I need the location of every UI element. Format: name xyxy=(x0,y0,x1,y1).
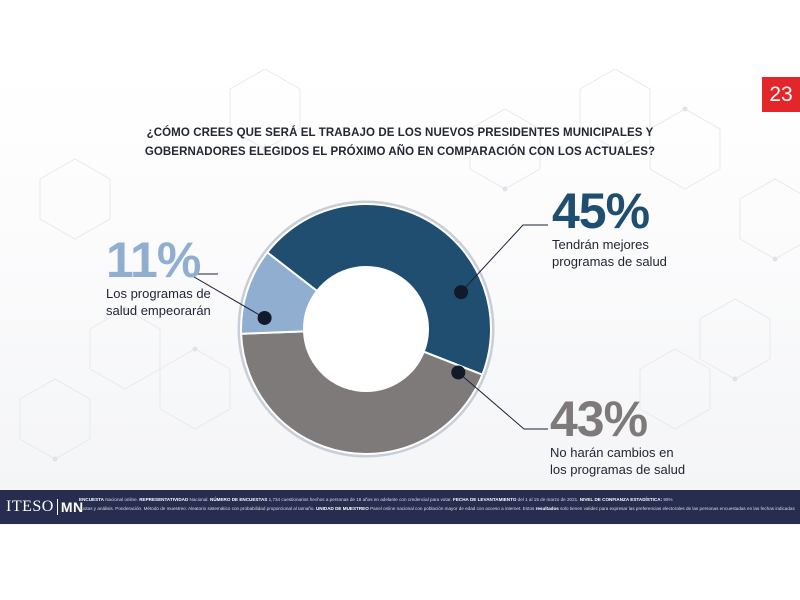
iteso-mn-logo: ITESO MN xyxy=(6,497,84,517)
methodology-key: FECHA DE LEVANTAMIENTO xyxy=(453,497,517,502)
logo-iteso-text: ITESO xyxy=(6,498,54,515)
methodology-key: NIVEL DE CONFIANZA ESTADÍSTICA: xyxy=(579,497,663,502)
donut-chart xyxy=(187,200,548,458)
question-line-1: ¿CÓMO CREES QUE SERÁ EL TRABAJO DE LOS N… xyxy=(146,127,654,139)
leader-line xyxy=(187,273,265,319)
logo-mn-text: MN xyxy=(60,499,84,515)
slice-label-line: No harán cambios en xyxy=(550,445,674,460)
slice-marker-dot xyxy=(257,310,272,325)
methodology-key: NÚMERO DE ENCUESTAS xyxy=(210,497,268,502)
methodology-key: resultados xyxy=(535,506,559,511)
slice-label-line: Tendrán mejores xyxy=(552,237,649,252)
methodology-value: Panel online nacional con población mayo… xyxy=(368,506,536,511)
methodology-value: solo tienen validez para expresar las pr… xyxy=(560,506,795,511)
methodology-value: 1,734 cuestionarios hechos a personas de… xyxy=(267,497,454,502)
slice-percent-label: 45% xyxy=(552,183,650,239)
methodology-value: 95% xyxy=(662,497,673,502)
slice-marker-dot xyxy=(454,285,469,300)
methodology-key: REPRESENTATIVIDAD xyxy=(139,497,189,502)
slide-area: 23 ¿CÓMO CREES QUE SERÁ EL TRABAJO DE LO… xyxy=(0,69,800,525)
methodology-key: ENCUESTA xyxy=(79,497,104,502)
slice-percent-label: 11% xyxy=(106,232,201,288)
leader-line xyxy=(460,224,548,293)
question-line-2: GOBERNADORES ELEGIDOS EL PRÓXIMO AÑO EN … xyxy=(144,146,656,158)
methodology-value: Nacional. xyxy=(188,497,210,502)
donut-slice xyxy=(265,203,492,376)
slice-label-line: salud empeorarán xyxy=(106,303,211,318)
slice-label-line: programas de salud xyxy=(552,254,667,269)
callout-worse: 11% Los programas de salud empeorarán xyxy=(106,235,211,319)
callout-better: 45% Tendrán mejores programas de salud xyxy=(552,186,667,270)
methodology-key: UNIDAD DE MUESTREO xyxy=(315,506,369,511)
slice-percent-label: 43% xyxy=(550,391,648,447)
slice-label-line: Los programas de xyxy=(106,286,211,301)
callout-same: 43% No harán cambios en los programas de… xyxy=(550,394,685,478)
methodology-value: cuotas y análisis. Ponderación. Método d… xyxy=(79,506,316,511)
donut-outer-ring xyxy=(237,200,495,458)
leader-line xyxy=(457,372,548,430)
logo-divider xyxy=(56,499,58,515)
slice-label-line: los programas de salud xyxy=(550,462,686,477)
page-number-badge: 23 xyxy=(762,77,800,112)
slice-marker-dot xyxy=(451,365,466,380)
methodology-value: del 1 al 15 de marzo de 2021. xyxy=(516,497,580,502)
methodology-value: Nacional online. xyxy=(103,497,140,502)
donut-hole xyxy=(304,267,428,391)
chart-question-title: ¿CÓMO CREES QUE SERÁ EL TRABAJO DE LOS N… xyxy=(90,124,710,162)
methodology-line-2: cuotas y análisis. Ponderación. Método d… xyxy=(79,504,795,513)
hexagon-network-background xyxy=(19,69,800,462)
footer-bar: ITESO MN ENCUESTA Nacional online. REPRE… xyxy=(0,490,800,524)
methodology-note: ENCUESTA Nacional online. REPRESENTATIVI… xyxy=(79,495,795,513)
methodology-line-1: ENCUESTA Nacional online. REPRESENTATIVI… xyxy=(79,495,795,504)
